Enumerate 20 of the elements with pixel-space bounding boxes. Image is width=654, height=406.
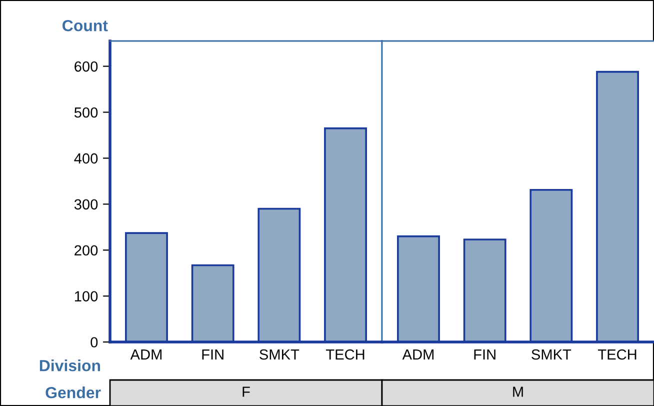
x-tick-label: SMKT bbox=[260, 349, 300, 360]
x-tick-label: ADM bbox=[130, 349, 162, 360]
text: Division bbox=[40, 360, 100, 372]
x-tick-label: ADM bbox=[402, 349, 434, 360]
x-tick-label: FIN bbox=[202, 349, 224, 360]
y-tick-label: 0 bbox=[90, 337, 98, 348]
x-tick-label: TECH bbox=[598, 349, 636, 360]
y-tick-label: 100 bbox=[74, 291, 98, 302]
text: Gender bbox=[46, 386, 101, 398]
x-tick-label: SMKT bbox=[532, 349, 572, 360]
x-axis-title: F bbox=[242, 386, 250, 397]
x-axis-title: M bbox=[513, 386, 523, 397]
x-tick-label: FIN bbox=[474, 349, 496, 360]
y-tick-label: 400 bbox=[74, 153, 98, 164]
y-tick-label: 300 bbox=[74, 199, 98, 210]
y-tick-label: 500 bbox=[74, 107, 98, 118]
y-tick-label: 200 bbox=[74, 245, 98, 256]
y-tick-label: 600 bbox=[74, 61, 98, 72]
x-tick-label: TECH bbox=[326, 349, 364, 360]
y-axis-title: Count bbox=[62, 20, 108, 32]
